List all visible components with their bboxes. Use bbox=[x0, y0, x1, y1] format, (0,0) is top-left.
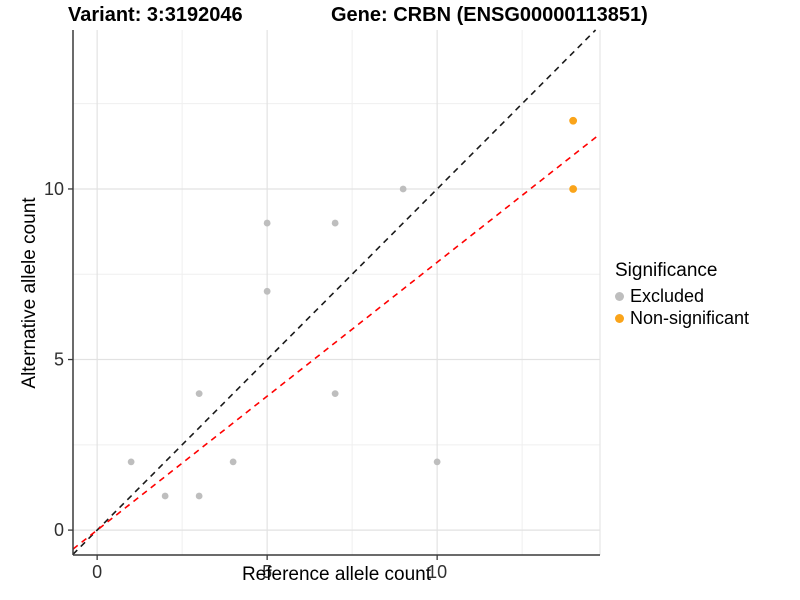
point-excluded bbox=[195, 390, 203, 398]
point-non-significant bbox=[569, 116, 578, 125]
fit-line bbox=[72, 133, 601, 550]
y-tick-label: 10 bbox=[44, 179, 64, 199]
legend-item-non-significant: Non-significant bbox=[615, 307, 749, 329]
legend-title: Significance bbox=[615, 260, 718, 281]
identity-line bbox=[72, 29, 597, 555]
point-excluded bbox=[433, 458, 441, 466]
point-excluded bbox=[161, 492, 169, 500]
x-tick-label: 5 bbox=[262, 562, 272, 582]
excluded-point-swatch bbox=[615, 291, 624, 301]
legend-item-label: Excluded bbox=[630, 285, 705, 306]
variant-title: Variant: 3:3192046 bbox=[68, 4, 243, 26]
y-tick-label: 0 bbox=[54, 520, 64, 540]
point-excluded bbox=[229, 458, 237, 466]
point-excluded bbox=[331, 219, 339, 227]
y-tick-label: 5 bbox=[54, 350, 64, 370]
legend-item-excluded: Excluded bbox=[615, 285, 749, 307]
x-tick-label: 10 bbox=[427, 562, 447, 582]
point-excluded bbox=[331, 390, 339, 398]
legend: Significance Excluded Non-significant bbox=[615, 260, 749, 329]
x-axis-title: Reference allele count bbox=[241, 564, 432, 585]
gene-title: Gene: CRBN (ENSG00000113851) bbox=[331, 4, 648, 26]
point-excluded bbox=[127, 458, 135, 466]
point-excluded bbox=[195, 492, 203, 500]
point-non-significant bbox=[569, 185, 578, 193]
non-significant-point-swatch bbox=[615, 313, 624, 323]
legend-item-label: Non-significant bbox=[630, 307, 750, 328]
point-excluded bbox=[263, 287, 271, 295]
y-axis-title: Alternative allele count bbox=[19, 197, 40, 389]
point-excluded bbox=[399, 185, 407, 193]
x-tick-label: 0 bbox=[92, 562, 102, 582]
point-excluded bbox=[263, 219, 271, 227]
